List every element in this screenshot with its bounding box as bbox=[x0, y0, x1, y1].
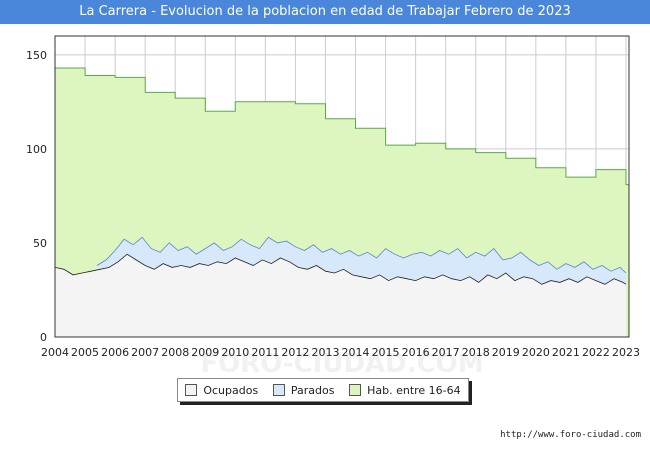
legend-swatch-hab bbox=[349, 384, 362, 396]
x-tick-label: 2016 bbox=[402, 346, 430, 359]
legend-label-hab: Hab. entre 16-64 bbox=[367, 383, 461, 397]
legend-label-parados: Parados bbox=[290, 383, 335, 397]
x-tick-label: 2017 bbox=[432, 346, 460, 359]
watermark: FORO-CIUDAD.COM bbox=[200, 349, 483, 374]
plot-frame bbox=[54, 35, 630, 338]
x-tick-label: 2021 bbox=[552, 346, 580, 359]
source-url: http://www.foro-ciudad.com bbox=[500, 430, 641, 440]
x-tick-label: 2019 bbox=[492, 346, 520, 359]
y-tick-label: 0 bbox=[40, 331, 47, 344]
line-parados bbox=[96, 236, 627, 274]
x-tick-label: 2014 bbox=[342, 346, 370, 359]
legend-swatch-ocupados bbox=[185, 384, 198, 396]
chart-title: La Carrera - Evolucion de la poblacion e… bbox=[0, 0, 650, 24]
y-tick-label: 150 bbox=[26, 49, 47, 62]
y-tick-label: 50 bbox=[33, 237, 47, 250]
x-tick-label: 2022 bbox=[582, 346, 610, 359]
x-tick-label: 2004 bbox=[41, 346, 69, 359]
area-ocupados bbox=[55, 254, 626, 337]
x-tick-label: 2011 bbox=[251, 346, 279, 359]
line-hab bbox=[55, 67, 629, 186]
legend: Ocupados Parados Hab. entre 16-64 bbox=[177, 378, 469, 402]
x-tick-label: 2010 bbox=[221, 346, 249, 359]
x-tick-label: 2009 bbox=[191, 346, 219, 359]
x-tick-label: 2013 bbox=[311, 346, 339, 359]
x-tick-label: 2006 bbox=[101, 346, 129, 359]
x-tick-label: 2005 bbox=[71, 346, 99, 359]
x-tick-label: 2012 bbox=[281, 346, 309, 359]
legend-item-parados: Parados bbox=[272, 383, 335, 397]
x-tick-label: 2008 bbox=[161, 346, 189, 359]
y-tick-label: 100 bbox=[26, 143, 47, 156]
legend-item-hab: Hab. entre 16-64 bbox=[349, 384, 461, 397]
x-tick-label: 2018 bbox=[462, 346, 490, 359]
legend-label-ocupados: Ocupados bbox=[203, 383, 259, 397]
x-tick-label: 2015 bbox=[372, 346, 400, 359]
legend-swatch-parados bbox=[272, 384, 285, 396]
x-tick-label: 2007 bbox=[131, 346, 159, 359]
x-tick-label: 2023 bbox=[612, 346, 640, 359]
x-tick-label: 2020 bbox=[522, 346, 550, 359]
line-ocupados bbox=[54, 253, 627, 285]
legend-item-ocupados: Ocupados bbox=[185, 384, 258, 397]
